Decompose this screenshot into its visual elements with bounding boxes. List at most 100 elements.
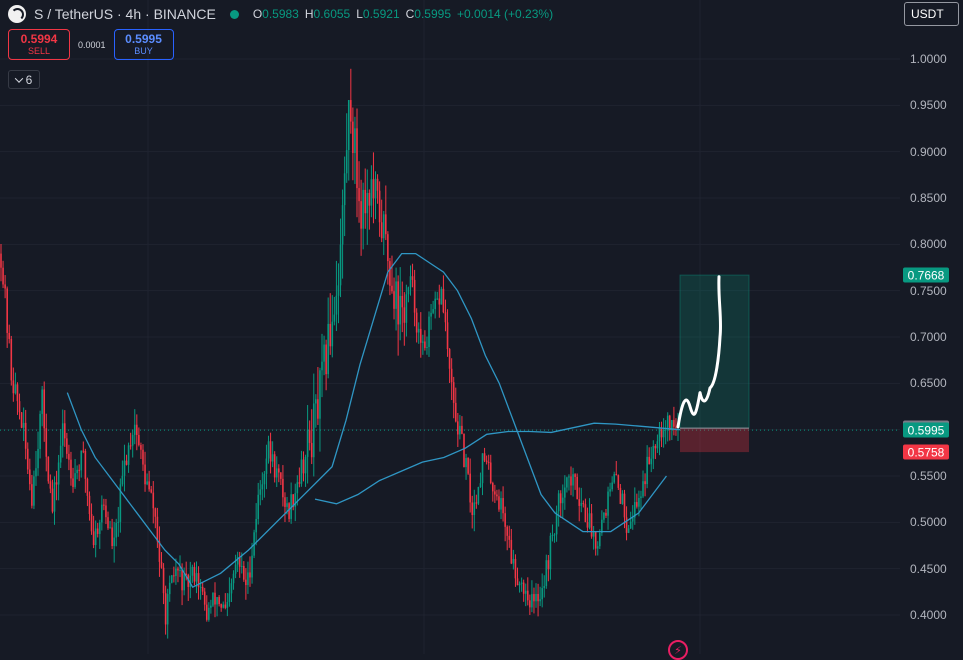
y-tick-label: 0.6500: [910, 376, 947, 391]
y-tick-label: 0.8500: [910, 191, 947, 205]
candle-body: [345, 150, 348, 174]
currency-selector[interactable]: USDT: [904, 2, 959, 26]
candle-body: [673, 420, 675, 427]
candle-body: [20, 412, 23, 428]
candle-body: [504, 513, 506, 527]
candle-body: [179, 569, 181, 571]
candle-body: [43, 389, 46, 429]
ohlc-close: 0.5995: [414, 7, 451, 21]
price-tag: 0.5995: [903, 422, 949, 438]
candle-body: [2, 267, 4, 285]
candle-body: [265, 458, 268, 474]
candle-body: [117, 521, 120, 523]
candle-body: [438, 298, 441, 305]
buy-button[interactable]: 0.5995 BUY: [113, 29, 174, 60]
candle-body: [559, 493, 562, 504]
candle-body: [469, 473, 471, 503]
candle-body: [551, 535, 554, 537]
lightning-icon[interactable]: ⚡: [668, 640, 688, 660]
sell-price: 0.5994: [20, 32, 58, 46]
sell-button[interactable]: 0.5994 SELL: [8, 29, 70, 60]
candle-body: [140, 445, 142, 450]
chevron-down-icon: [14, 73, 23, 83]
candle-body: [475, 502, 478, 504]
candle-body: [510, 539, 513, 564]
candle-body: [35, 468, 37, 477]
candle-body: [129, 445, 132, 447]
candle-body: [88, 495, 91, 515]
candle-body: [14, 384, 17, 394]
candle-body: [395, 281, 397, 309]
candle-body: [446, 322, 449, 350]
candle-body: [584, 504, 587, 523]
candle-body: [424, 341, 426, 348]
candle-body: [236, 557, 239, 565]
price-tag: 0.5758: [903, 444, 949, 460]
candle-body: [494, 491, 496, 495]
candle-body: [675, 426, 677, 428]
candle-body: [8, 332, 11, 339]
candle-body: [588, 513, 591, 528]
candle-body: [343, 173, 346, 206]
candle-body: [621, 493, 624, 504]
candle-body: [33, 476, 35, 506]
candle-body: [92, 531, 95, 546]
candle-body: [397, 281, 399, 325]
symbol-title[interactable]: S / TetherUS · 4h · BINANCE: [34, 6, 216, 22]
candle-body: [387, 234, 389, 262]
y-tick-label: 0.4000: [910, 608, 947, 622]
chart-grid: [0, 0, 900, 654]
candle-body: [39, 413, 41, 449]
candle-body: [302, 459, 305, 474]
candle-body: [516, 578, 519, 586]
candle-body: [280, 472, 282, 479]
candle-body: [570, 476, 572, 486]
candle-body: [629, 521, 632, 529]
candle-body: [101, 504, 103, 523]
candle-body: [37, 448, 39, 469]
candle-body: [333, 314, 336, 322]
candle-body: [269, 441, 272, 462]
candle-body: [419, 328, 422, 343]
candle-body: [304, 456, 307, 474]
candle-body: [514, 558, 517, 579]
symbol-header: S / TetherUS · 4h · BINANCE O0.5983 H0.6…: [8, 5, 553, 23]
candle-body: [644, 481, 646, 485]
ohlc-open: 0.5983: [262, 7, 299, 21]
candle-body: [461, 425, 463, 434]
freehand-drawing: [676, 275, 723, 429]
candle-body: [360, 201, 362, 229]
candle-body: [224, 604, 227, 608]
candle-body: [232, 573, 235, 584]
candle-body: [529, 600, 531, 608]
candle-body: [154, 508, 157, 517]
candle-body: [86, 478, 89, 496]
candle-body: [500, 498, 502, 510]
position-stop-zone: [680, 428, 749, 453]
candle-body: [319, 370, 321, 419]
candle-body: [228, 593, 231, 602]
ohlc-low: 0.5921: [362, 7, 400, 21]
candle-body: [80, 450, 83, 471]
indicators-toggle[interactable]: 6: [8, 70, 40, 89]
candle-body: [327, 323, 329, 375]
y-tick-label: 0.4500: [910, 561, 947, 576]
y-tick-label: 0.7500: [910, 283, 947, 298]
candle-body: [31, 484, 33, 506]
candle-body: [599, 533, 601, 547]
candle-body: [518, 583, 521, 586]
candle-body: [582, 503, 585, 505]
candle-body: [471, 502, 474, 516]
candle-body: [656, 441, 659, 449]
candle-body: [131, 434, 134, 446]
candle-body: [611, 482, 613, 490]
candle-body: [401, 295, 404, 308]
candle-body: [339, 244, 342, 286]
candle-body: [452, 382, 455, 403]
candle-body: [666, 415, 669, 430]
candle-body: [633, 502, 636, 518]
candle-body: [625, 517, 628, 533]
candle-body: [539, 599, 541, 602]
ohlc-change: +0.0014 (+0.23%): [457, 7, 554, 21]
